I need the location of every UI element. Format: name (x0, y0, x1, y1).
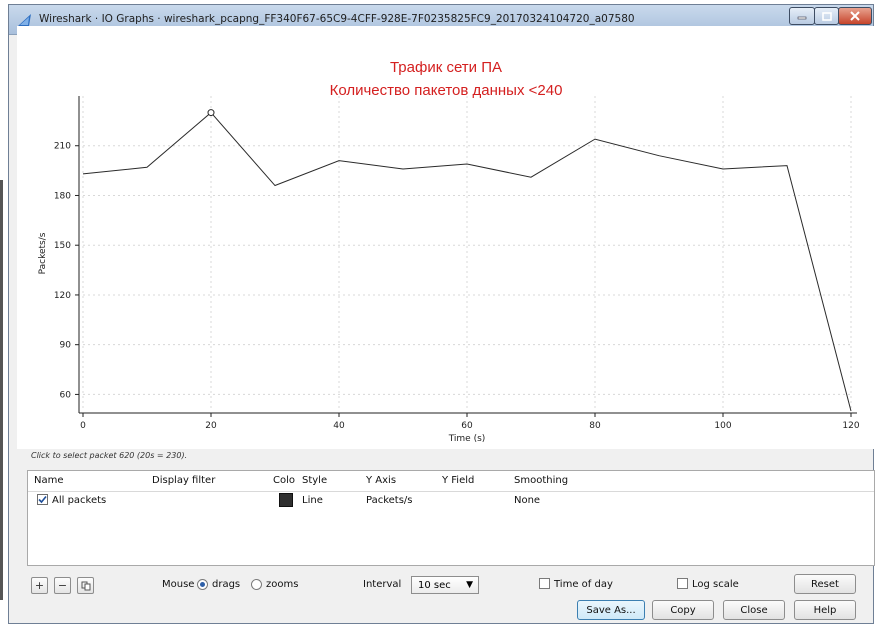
x-tick-label: 80 (589, 421, 601, 431)
x-tick-label: 120 (842, 421, 859, 431)
y-axis-cell[interactable]: Packets/s (366, 495, 413, 506)
left-edge-shadow (0, 180, 3, 600)
y-tick-label: 60 (60, 390, 72, 400)
save-as-button[interactable]: Save As... (577, 600, 645, 620)
log-scale-label[interactable]: Log scale (692, 579, 739, 590)
x-tick-label: 60 (461, 421, 473, 431)
mouse-label: Mouse (162, 579, 195, 590)
duplicate-icon (81, 581, 90, 590)
io-graph-plot-area[interactable]: Трафик сети ПА Количество пакетов данных … (17, 26, 875, 449)
maximize-icon (821, 11, 832, 21)
drags-label[interactable]: drags (212, 579, 241, 590)
minimize-button[interactable] (789, 7, 815, 25)
plus-icon: + (34, 579, 45, 592)
mouse-zooms-radio[interactable] (251, 579, 262, 590)
interval-select[interactable]: 10 sec ▼ (411, 576, 479, 594)
io-graph-chart[interactable]: Трафик сети ПА Количество пакетов данных … (17, 26, 875, 449)
smoothing-cell[interactable]: None (514, 495, 541, 506)
copy-graph-button[interactable] (77, 577, 94, 594)
bottom-controls: + − Mouse drags zooms Interval 10 sec ▼ … (9, 567, 873, 625)
y-tick-label: 150 (54, 241, 71, 251)
close-window-button[interactable] (838, 7, 872, 25)
table-row[interactable]: All packets Line Packets/s None (28, 491, 874, 511)
graph-color-swatch[interactable] (279, 493, 293, 507)
graph-name-cell[interactable]: All packets (52, 495, 107, 506)
time-of-day-checkbox[interactable] (539, 578, 550, 589)
wireshark-fin-icon (18, 14, 31, 26)
io-graphs-window: Wireshark · IO Graphs · wireshark_pcapng… (8, 4, 875, 625)
remove-graph-button[interactable]: − (54, 577, 71, 594)
column-header-smoothing[interactable]: Smoothing (514, 475, 569, 486)
x-tick-label: 40 (333, 421, 345, 431)
chart-subtitle: Количество пакетов данных <240 (330, 82, 563, 99)
x-tick-label: 0 (80, 421, 86, 431)
dropdown-arrow-icon: ▼ (466, 580, 473, 590)
reset-button[interactable]: Reset (794, 574, 856, 594)
log-scale-checkbox[interactable] (677, 578, 688, 589)
x-axis-label: Time (s) (448, 434, 486, 444)
column-header-y-field[interactable]: Y Field (442, 475, 475, 486)
chart-title: Трафик сети ПА (390, 59, 502, 76)
y-tick-label: 120 (54, 291, 71, 301)
x-tick-label: 20 (205, 421, 217, 431)
interval-label: Interval (363, 579, 402, 590)
column-header-style[interactable]: Style (302, 475, 328, 486)
help-button[interactable]: Help (794, 600, 856, 620)
y-tick-label: 180 (54, 191, 71, 201)
y-tick-label: 210 (54, 142, 71, 152)
copy-button[interactable]: Copy (652, 600, 714, 620)
window-title: Wireshark · IO Graphs · wireshark_pcapng… (39, 13, 635, 25)
status-hint: Click to select packet 620 (20s = 230). (31, 451, 188, 460)
column-header-y-axis[interactable]: Y Axis (366, 475, 397, 486)
y-axis-label: Packets/s (38, 232, 48, 274)
interval-value: 10 sec (418, 580, 451, 591)
minus-icon: − (57, 579, 68, 592)
column-header-color[interactable]: Colo (273, 475, 295, 486)
checkmark-icon (38, 495, 47, 504)
add-graph-button[interactable]: + (31, 577, 48, 594)
enable-graph-checkbox[interactable] (37, 494, 48, 505)
close-button[interactable]: Close (723, 600, 785, 620)
table-header-row: Name Display filter Colo Style Y Axis Y … (28, 471, 874, 492)
close-icon (850, 11, 860, 21)
y-tick-label: 90 (60, 341, 72, 351)
maximize-button[interactable] (814, 7, 839, 25)
time-of-day-label[interactable]: Time of day (554, 579, 613, 590)
x-tick-label: 100 (714, 421, 731, 431)
selected-point-marker (207, 109, 215, 117)
column-header-display-filter[interactable]: Display filter (152, 475, 216, 486)
minimize-icon (797, 16, 807, 20)
mouse-drags-radio[interactable] (197, 579, 208, 590)
zooms-label[interactable]: zooms (266, 579, 299, 590)
style-cell[interactable]: Line (302, 495, 323, 506)
graph-list-table[interactable]: Name Display filter Colo Style Y Axis Y … (27, 470, 875, 566)
column-header-name[interactable]: Name (34, 475, 64, 486)
